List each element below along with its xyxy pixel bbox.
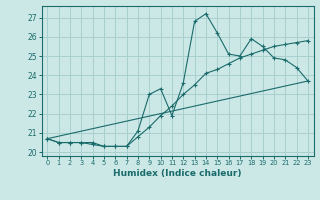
X-axis label: Humidex (Indice chaleur): Humidex (Indice chaleur) <box>113 169 242 178</box>
